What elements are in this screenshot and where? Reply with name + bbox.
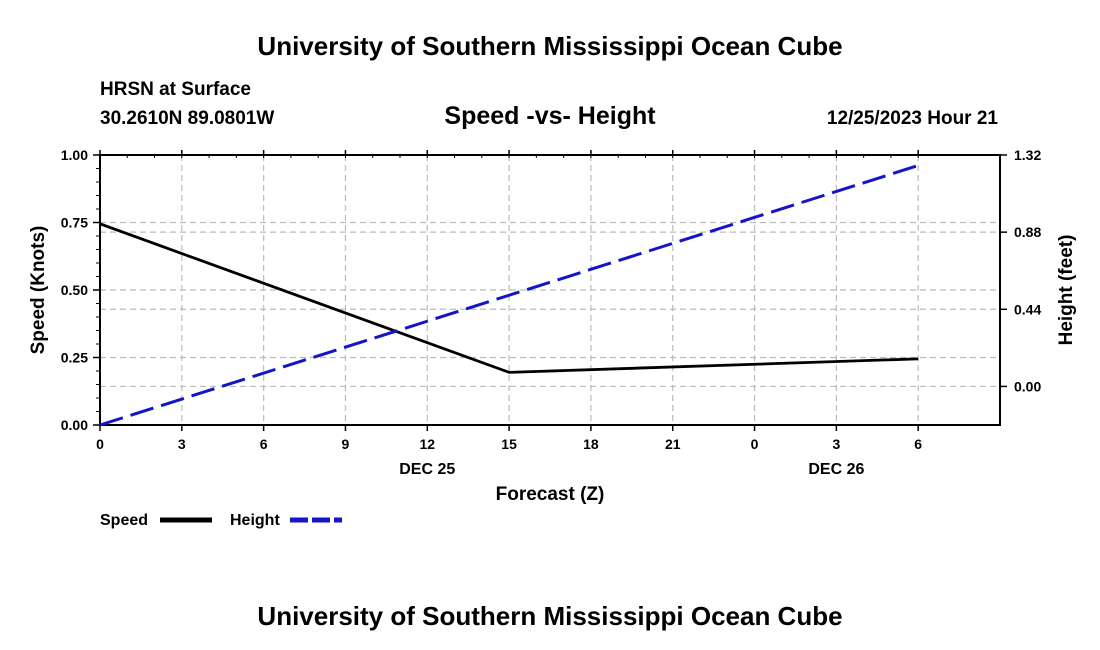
x-tick-label: 9: [342, 436, 350, 452]
y-axis-label: Speed (Knots): [28, 226, 49, 355]
chart-main-title: University of Southern Mississippi Ocean…: [257, 31, 842, 61]
y2-tick-label: 0.44: [1014, 301, 1041, 317]
y-tick-label: 1.00: [61, 147, 88, 163]
x-tick-label: 18: [583, 436, 599, 452]
coordinates-label: 30.2610N 89.0801W: [100, 108, 274, 129]
legend-speed-label: Speed: [100, 512, 148, 529]
x-tick-label: 6: [914, 436, 922, 452]
grid: [99, 154, 1000, 426]
x-tick-label: 12: [419, 436, 435, 452]
series-layer: [99, 164, 919, 427]
legend-height-label: Height: [230, 512, 280, 529]
x-date-label: DEC 26: [808, 461, 864, 478]
y-tick-label: 0.50: [61, 282, 88, 298]
series-height-line: [99, 164, 919, 427]
plot-frame: [99, 154, 1001, 426]
y-tick-label: 0.75: [61, 215, 88, 231]
x-tick-label: 3: [178, 436, 186, 452]
x-tick-label: 6: [260, 436, 268, 452]
datetime-label: 12/25/2023 Hour 21: [827, 108, 999, 129]
x-tick-label: 0: [96, 436, 104, 452]
y-tick-label: 0.00: [61, 417, 88, 433]
series-speed-line: [99, 222, 919, 374]
y2-axis-label: Height (feet): [1056, 235, 1077, 346]
axis-ticks: 0 3 6 9 12 15 18 21 0 3 6 DEC 25 DEC 26 0.00 0.25 0.50 0…: [61, 147, 1042, 478]
x-tick-label: 3: [832, 436, 840, 452]
plot-title: Speed -vs- Height: [444, 102, 656, 130]
y2-tick-label: 0.00: [1014, 378, 1041, 394]
x-tick-label: 21: [665, 436, 681, 452]
x-axis-label: Forecast (Z): [496, 484, 605, 505]
footer-title: University of Southern Mississippi Ocean…: [257, 601, 842, 631]
y2-tick-label: 0.88: [1014, 224, 1041, 240]
y2-tick-label: 1.32: [1014, 147, 1041, 163]
x-tick-label: 15: [501, 436, 517, 452]
station-label: HRSN at Surface: [100, 79, 251, 100]
x-tick-label: 0: [751, 436, 759, 452]
x-date-label: DEC 25: [399, 461, 455, 478]
legend: Speed Height: [100, 512, 342, 529]
y-tick-label: 0.25: [61, 350, 88, 366]
